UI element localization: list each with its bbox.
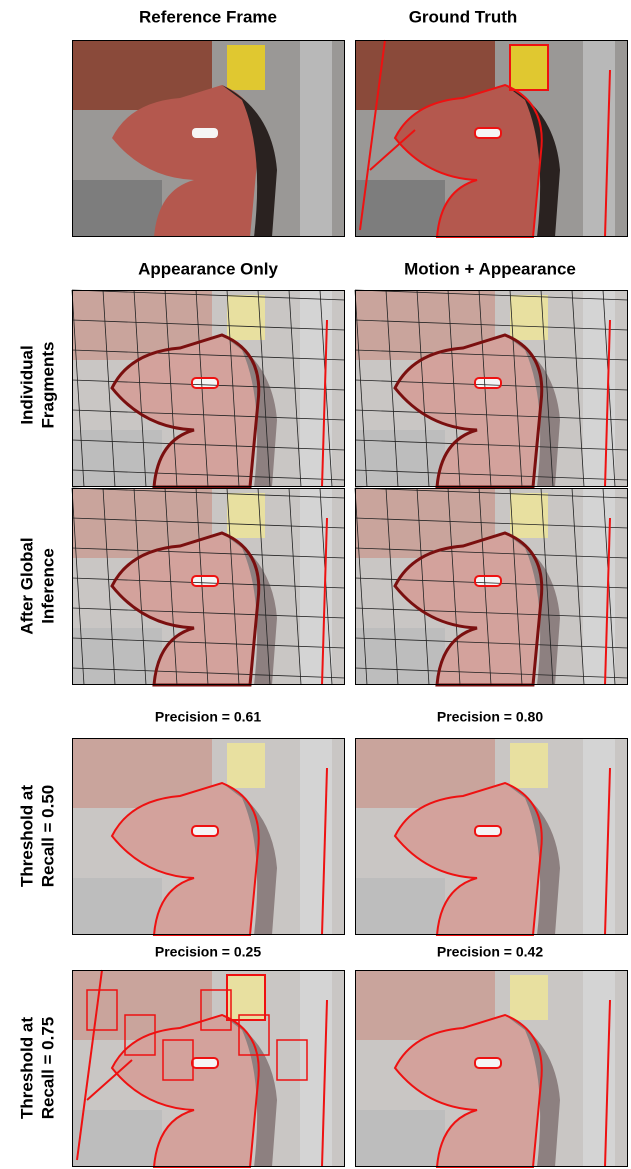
bridle <box>475 378 501 388</box>
row-label: After Global <box>17 537 36 634</box>
image-panel <box>355 738 628 935</box>
ledge <box>72 430 162 487</box>
row-label: Recall = 0.75 <box>38 1017 57 1120</box>
precision-label: Precision = 0.42 <box>437 944 543 960</box>
column-header: Motion + Appearance <box>404 259 576 278</box>
column-header: Ground Truth <box>409 7 518 26</box>
column-header: Reference Frame <box>139 7 277 26</box>
post <box>300 40 332 237</box>
figure: Reference Frame Ground Truth Appearance … <box>0 0 631 1169</box>
ledge <box>72 628 162 685</box>
ledge <box>355 180 445 237</box>
image-panel <box>355 970 628 1167</box>
row-label: Recall = 0.50 <box>38 785 57 888</box>
bridle <box>192 128 218 138</box>
image-panel <box>355 290 628 487</box>
post <box>583 970 615 1167</box>
sign <box>510 743 548 788</box>
sign <box>227 975 265 1020</box>
image-panel <box>355 488 628 685</box>
ledge <box>355 1110 445 1167</box>
bridle <box>475 128 501 138</box>
ledge <box>72 1110 162 1167</box>
sign <box>510 975 548 1020</box>
bridle <box>192 826 218 836</box>
row-label: Fragments <box>38 342 57 429</box>
bridle <box>475 826 501 836</box>
precision-label: Precision = 0.25 <box>155 944 261 960</box>
sign <box>227 45 265 90</box>
post <box>583 738 615 935</box>
precision-label: Precision = 0.80 <box>437 709 543 725</box>
row-label: Individual <box>17 345 36 424</box>
ledge <box>355 878 445 935</box>
column-header: Appearance Only <box>138 259 278 278</box>
post <box>583 40 615 237</box>
ledge <box>72 878 162 935</box>
ledge <box>355 430 445 487</box>
ledge <box>355 628 445 685</box>
bridle <box>192 1058 218 1068</box>
bridle <box>475 1058 501 1068</box>
sign <box>227 743 265 788</box>
image-panel <box>72 290 345 487</box>
precision-label: Precision = 0.61 <box>155 709 261 725</box>
image-panel <box>72 970 345 1167</box>
row-label: Threshold at <box>17 1017 36 1119</box>
post <box>300 738 332 935</box>
row-label: Threshold at <box>17 785 36 887</box>
image-panel <box>72 40 345 237</box>
image-panel <box>355 40 628 237</box>
post <box>300 970 332 1167</box>
ledge <box>72 180 162 237</box>
image-panel <box>72 738 345 935</box>
sign <box>510 45 548 90</box>
bridle <box>192 576 218 586</box>
image-panel <box>72 488 345 685</box>
row-label: Inference <box>38 548 57 624</box>
bridle <box>192 378 218 388</box>
bridle <box>475 576 501 586</box>
